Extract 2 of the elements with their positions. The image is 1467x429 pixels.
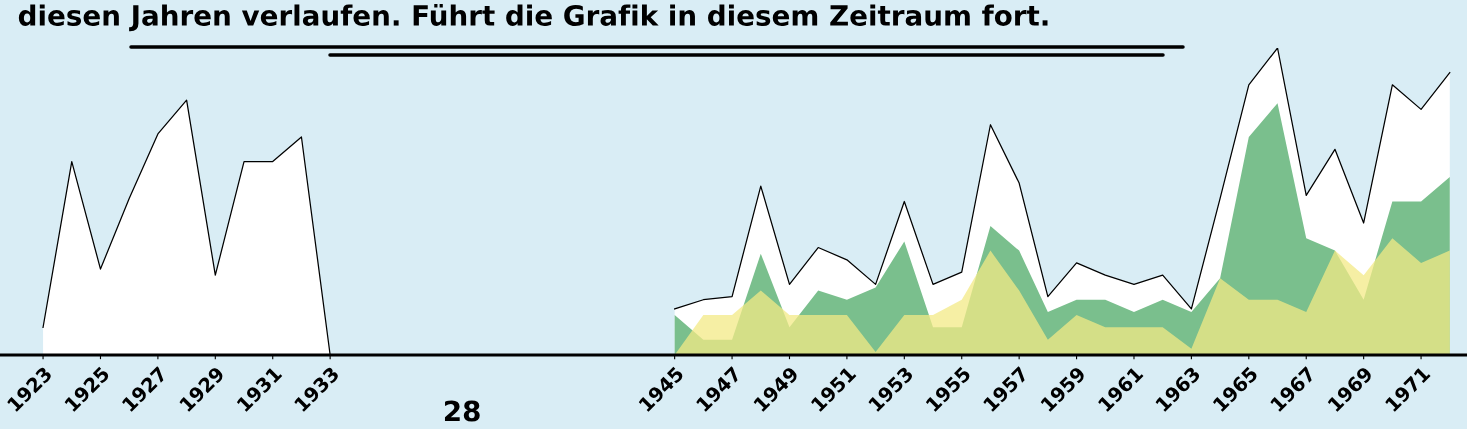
chart-title: diesen Jahren verlaufen. Führt die Grafik in diesem Zeitraum fort. xyxy=(18,4,1048,32)
text: 28 xyxy=(444,400,480,422)
